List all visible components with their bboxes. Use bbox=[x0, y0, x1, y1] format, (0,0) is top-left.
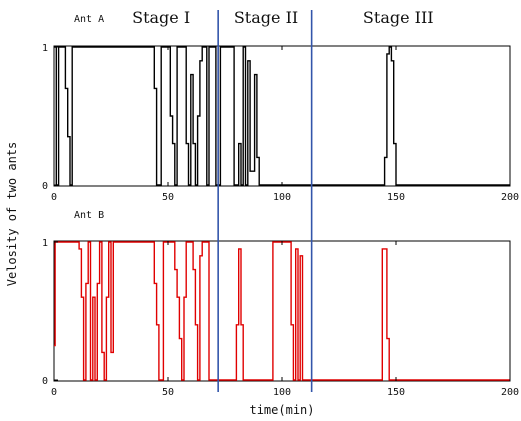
y-tick-label-p1-0: 0 bbox=[42, 181, 48, 192]
y-axis-label: Velosity of two ants bbox=[5, 142, 19, 287]
y-tick-label-p2-0: 0 bbox=[42, 376, 48, 387]
x-tick-label-p1-200: 200 bbox=[501, 192, 519, 203]
y-tick-label-p1-1: 1 bbox=[42, 43, 48, 54]
x-tick-label-p2-150: 150 bbox=[387, 387, 405, 398]
x-tick-label-p2-50: 50 bbox=[162, 387, 174, 398]
x-axis-label: time(min) bbox=[249, 403, 314, 417]
x-tick-label-p2-0: 0 bbox=[51, 387, 57, 398]
series-label-ant-b: Ant B bbox=[74, 210, 104, 221]
stage-label-3: Stage III bbox=[363, 8, 434, 27]
x-tick-label-p2-100: 100 bbox=[273, 387, 291, 398]
series-ant-b-line bbox=[54, 241, 510, 381]
x-tick-label-p1-50: 50 bbox=[162, 192, 174, 203]
x-tick-label-p2-200: 200 bbox=[501, 387, 519, 398]
panel-ant-b-frame bbox=[53, 240, 511, 382]
axis-ticks: 0 50 100 150 200 0 1 0 50 100 150 200 0 1 bbox=[42, 43, 519, 398]
series-ant-a-line bbox=[54, 46, 510, 186]
stage-label-2: Stage II bbox=[234, 8, 298, 27]
panel-ant-a-frame bbox=[53, 45, 511, 187]
series-label-ant-a: Ant A bbox=[74, 14, 104, 25]
stage-label-1: Stage I bbox=[132, 8, 190, 27]
x-tick-label-p1-100: 100 bbox=[273, 192, 291, 203]
y-tick-label-p2-1: 1 bbox=[42, 238, 48, 249]
x-tick-label-p1-0: 0 bbox=[51, 192, 57, 203]
x-tick-label-p1-150: 150 bbox=[387, 192, 405, 203]
